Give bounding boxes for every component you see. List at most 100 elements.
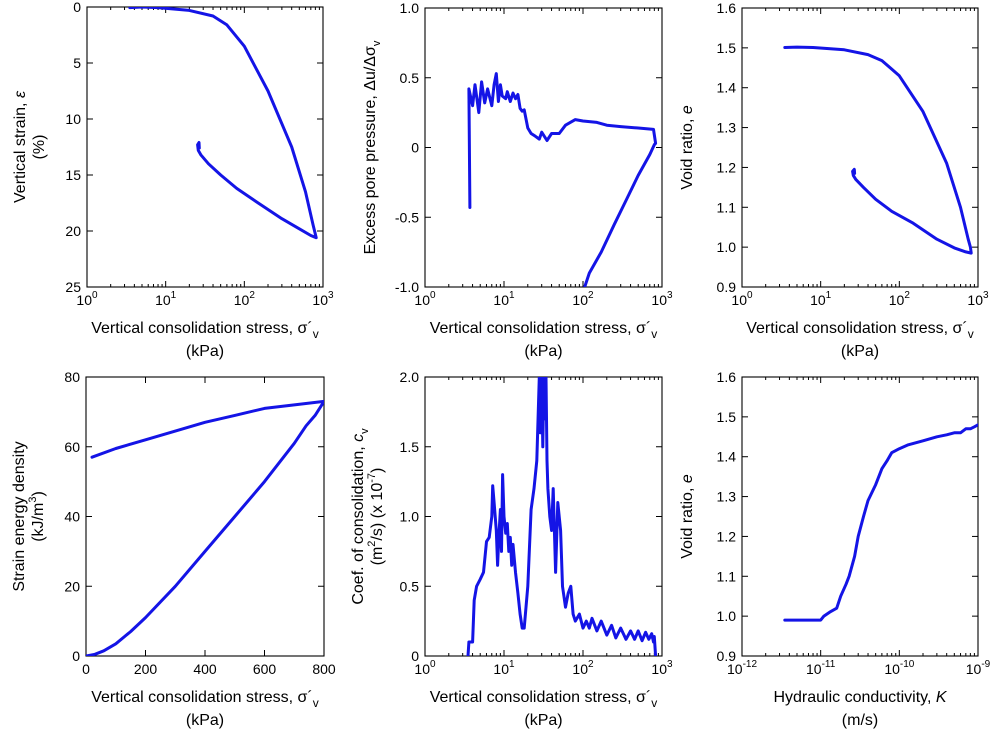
y-axis-label: Excess pore pressure, Δu/Δσv (362, 40, 383, 254)
y-tick-label: 20 (65, 223, 81, 239)
y-tick-label: -0.5 (395, 209, 419, 225)
x-tick-label: 10-12 (727, 659, 757, 677)
x-axis-label: Vertical consolidation stress, σ´v (91, 689, 319, 710)
y-tick-label: 0.9 (717, 648, 737, 664)
x-tick-label: 103 (651, 290, 673, 308)
x-tick-label: 101 (155, 290, 177, 308)
panel-void_stress: 100 101 102 103 0.9 1.0 1.1 1.2 1.3 1.4 1.5 1.6 Vert… (679, 0, 989, 360)
panel-strain: 100 101 102 103 0 5 10 15 20 25 Vertical consolida… (12, 0, 334, 360)
x-tick-label: 101 (493, 659, 515, 677)
x-tick-label: 100 (731, 290, 753, 308)
x-tick-label: 10-9 (966, 659, 991, 677)
y-tick-label: 25 (65, 279, 81, 295)
y-tick-label: 0.5 (400, 70, 420, 86)
y-tick-label: 0 (411, 140, 419, 156)
x-tick-label: 101 (810, 290, 832, 308)
series-line (783, 45, 973, 255)
y-tick-label: 1.0 (400, 509, 420, 525)
y-tick-label: 1.3 (717, 120, 737, 136)
x-axis-label: Vertical consolidation stress, σ´v (430, 320, 658, 341)
panel-energy: 0 200 400 600 800 0 20 40 60 80 Vertical consolida… (11, 369, 336, 729)
y-tick-label: 5 (73, 55, 81, 71)
x-tick-label: 103 (967, 290, 989, 308)
y-tick-label: 1.5 (717, 409, 737, 425)
x-tick-label: 10-11 (806, 659, 836, 677)
x-axis-label: Vertical consolidation stress, σ´v (430, 689, 658, 710)
y-tick-label: 0 (73, 0, 81, 15)
x-axis-unit: (kPa) (186, 712, 224, 729)
y-tick-label: 1.5 (717, 40, 737, 56)
x-tick-label: 200 (134, 661, 158, 677)
y-tick-label: 1.1 (717, 199, 737, 215)
x-axis-label: Vertical consolidation stress, σ´v (91, 320, 319, 341)
y-tick-label: 1.2 (717, 528, 737, 544)
y-axis-label: Void ratio, e (679, 105, 696, 190)
x-tick-label: 102 (572, 659, 594, 677)
x-tick-label: 102 (572, 290, 594, 308)
plot-frame (741, 376, 979, 657)
plot-frame (86, 6, 324, 288)
panel-cv: 100 101 102 103 0 0.5 1.0 1.5 2.0 Vertical consol… (350, 369, 673, 729)
x-tick-label: 100 (414, 659, 436, 677)
x-axis-label: Vertical consolidation stress, σ´v (746, 320, 974, 341)
y-tick-label: 1.6 (717, 0, 737, 16)
series-line (783, 423, 978, 622)
y-tick-label: 0 (72, 648, 80, 664)
y-tick-label: 1.0 (717, 608, 737, 624)
y-tick-label: 1.4 (717, 80, 737, 96)
x-tick-label: 102 (889, 290, 911, 308)
y-tick-label: 0.9 (717, 279, 737, 295)
x-tick-label: 103 (651, 659, 673, 677)
y-axis-label: Void ratio, e (679, 474, 696, 559)
y-tick-label: 1.1 (717, 568, 737, 584)
x-tick-label: 10-10 (884, 659, 914, 677)
y-tick-label: -1.0 (395, 279, 419, 295)
panel-void_k: 10-12 10-11 10-10 10-9 0.9 1.0 1.1 1.2 1.3 1.4 1.5… (679, 369, 991, 729)
y-tick-label: 0.5 (400, 578, 420, 594)
x-tick-label: 100 (414, 290, 436, 308)
y-axis-unit: (m2/s) (x 10-7) (366, 468, 386, 566)
y-axis-unit: (%) (31, 135, 48, 160)
y-tick-label: 1.5 (400, 439, 420, 455)
panel-pore: 100 101 102 103 -1.0 -0.5 0 0.5 1.0 Vertical cons… (362, 0, 673, 360)
y-axis-label: Coef. of consolidation, cv (350, 428, 371, 605)
x-axis-unit: (m/s) (842, 712, 878, 729)
x-tick-label: 100 (76, 290, 98, 308)
y-tick-label: 1.2 (717, 159, 737, 175)
plot-frame (741, 7, 979, 288)
y-tick-label: 1.6 (717, 369, 737, 385)
x-tick-label: 0 (82, 661, 90, 677)
y-tick-label: 1.0 (717, 239, 737, 255)
y-axis-label: Vertical strain, ε (12, 90, 29, 203)
plot-frame (424, 7, 663, 288)
x-tick-label: 101 (493, 290, 515, 308)
x-tick-label: 103 (312, 290, 334, 308)
x-axis-unit: (kPa) (524, 343, 562, 360)
x-axis-unit: (kPa) (186, 343, 224, 360)
x-axis-label: Hydraulic conductivity, K (773, 689, 947, 706)
x-axis-unit: (kPa) (841, 343, 879, 360)
y-tick-label: 60 (64, 439, 80, 455)
y-tick-label: 10 (65, 111, 81, 127)
series-line (466, 377, 658, 656)
x-tick-label: 800 (312, 661, 336, 677)
series-line (467, 72, 658, 287)
y-tick-label: 0 (411, 648, 419, 664)
x-tick-label: 400 (193, 661, 217, 677)
y-tick-label: 1.0 (400, 0, 420, 16)
x-tick-label: 102 (234, 290, 256, 308)
series-line (128, 7, 318, 240)
x-axis-unit: (kPa) (524, 712, 562, 729)
y-tick-label: 2.0 (400, 369, 420, 385)
y-tick-label: 1.4 (717, 449, 737, 465)
y-tick-label: 20 (64, 578, 80, 594)
y-axis-label: Strain energy density (11, 441, 28, 591)
y-axis-unit: (kJ/m3) (27, 491, 47, 542)
x-tick-label: 600 (253, 661, 277, 677)
plot-frame (85, 376, 325, 657)
y-tick-label: 80 (64, 369, 80, 385)
y-tick-label: 15 (65, 167, 81, 183)
y-tick-label: 40 (64, 509, 80, 525)
series-line (86, 399, 324, 656)
